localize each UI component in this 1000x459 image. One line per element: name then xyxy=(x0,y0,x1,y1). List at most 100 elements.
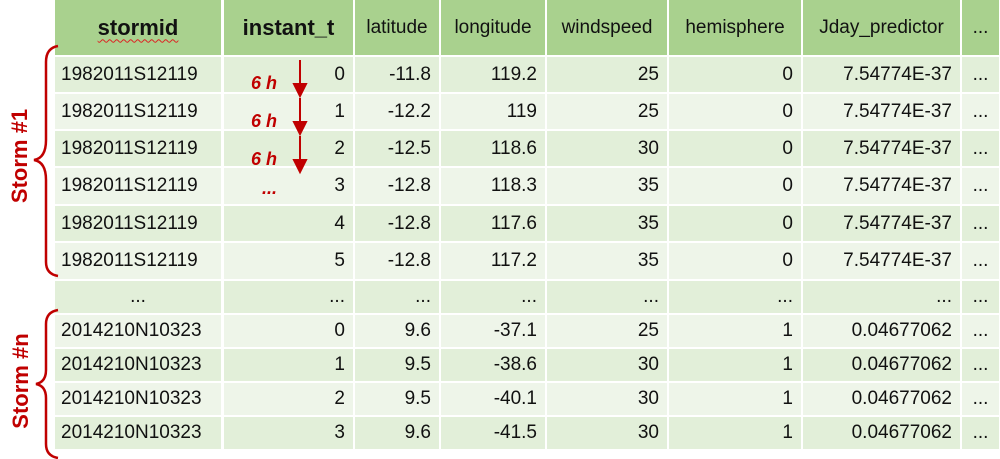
table-cell: 1982011S12119 xyxy=(55,57,221,92)
table-cell: ... xyxy=(962,349,999,381)
table-cell-text: 0 xyxy=(782,250,793,271)
table-cell: 30 xyxy=(547,383,667,415)
table-cell-text: 1 xyxy=(782,320,793,341)
table-cell: 5 xyxy=(224,243,353,279)
table-cell: -12.8 xyxy=(355,168,439,204)
interval-label-ellipsis: ... xyxy=(262,178,278,198)
table-cell-text: ... xyxy=(972,354,989,375)
table-cell: 30 xyxy=(547,349,667,381)
table-cell-text: 25 xyxy=(637,320,659,341)
column-header-6: Jday_predictor xyxy=(803,0,960,55)
table-cell: 4 xyxy=(224,206,353,241)
table-cell: ... xyxy=(962,168,999,204)
table-cell: ... xyxy=(441,281,545,313)
table-cell-text: 2014210N10323 xyxy=(61,388,202,409)
interval-label-3: 6 h xyxy=(251,149,278,169)
table-cell: -37.1 xyxy=(441,315,545,347)
table-cell-text: 7.54774E-37 xyxy=(843,250,952,271)
table-cell-text: ... xyxy=(329,286,345,307)
table-cell-text: 2014210N10323 xyxy=(61,354,202,375)
table-cell: -12.2 xyxy=(355,94,439,129)
table-cell-text: ... xyxy=(972,320,989,341)
table-cell: -12.8 xyxy=(355,243,439,279)
table-cell-text: 0.04677062 xyxy=(851,388,952,409)
table-cell-text: 118.3 xyxy=(490,175,537,196)
table-cell: 2014210N10323 xyxy=(55,349,221,381)
table-cell-text: ... xyxy=(521,286,537,307)
table-cell-text: 1982011S12119 xyxy=(61,250,198,271)
table-cell: -38.6 xyxy=(441,349,545,381)
table-cell-text: ... xyxy=(972,100,989,122)
table-cell-text: 30 xyxy=(637,354,659,375)
table-cell-text: ... xyxy=(972,63,989,85)
table-cell-text: 0 xyxy=(782,137,793,159)
table-cell-text: 7.54774E-37 xyxy=(843,175,952,196)
column-header-5-text: hemisphere xyxy=(685,16,785,38)
table-cell-text: 1 xyxy=(782,388,793,409)
table-cell: ... xyxy=(547,281,667,313)
table-cell-text: 0 xyxy=(334,63,345,85)
table-cell: 0 xyxy=(669,94,801,129)
table-cell-text: ... xyxy=(972,212,989,234)
column-header-2-text: latitude xyxy=(366,16,428,38)
table-cell-text: 25 xyxy=(637,100,659,122)
table-cell: 2014210N10323 xyxy=(55,383,221,415)
table-cell: 3 xyxy=(224,168,353,204)
table-cell: 1 xyxy=(669,417,801,449)
table-cell: ... xyxy=(962,206,999,241)
storm-n-label: Storm #n xyxy=(8,333,33,429)
table-cell: ... xyxy=(355,281,439,313)
table-cell: ... xyxy=(962,315,999,347)
table-cell-text: 35 xyxy=(637,212,659,234)
table-cell: 9.5 xyxy=(355,383,439,415)
table-cell: 2 xyxy=(224,131,353,166)
table-cell-text: -41.5 xyxy=(493,422,537,443)
table-cell-text: ... xyxy=(972,422,989,443)
table-cell-text: -38.6 xyxy=(493,354,537,375)
table-cell-text: 2 xyxy=(334,137,345,159)
table-cell: 2014210N10323 xyxy=(55,315,221,347)
table-cell: 1 xyxy=(224,94,353,129)
table-cell-text: 1 xyxy=(782,422,793,443)
column-header-3: longitude xyxy=(441,0,545,55)
table-cell-text: ... xyxy=(936,286,952,307)
table-cell-text: 1 xyxy=(334,354,345,375)
table-cell: 7.54774E-37 xyxy=(803,168,960,204)
table-cell: 0.04677062 xyxy=(803,349,960,381)
table-cell: 1982011S12119 xyxy=(55,243,221,279)
table-cell: ... xyxy=(224,281,353,313)
table-cell-text: 9.6 xyxy=(404,320,431,341)
column-header-3-text: longitude xyxy=(454,16,532,38)
table-cell-text: 117.2 xyxy=(490,250,537,271)
column-header-1: instant_t xyxy=(224,0,353,55)
column-header-5: hemisphere xyxy=(669,0,801,55)
table-cell: ... xyxy=(962,281,999,313)
table-cell: 1982011S12119 xyxy=(55,94,221,129)
table-cell: 30 xyxy=(547,417,667,449)
interval-label-2: 6 h xyxy=(251,111,278,131)
table-cell-text: 9.5 xyxy=(404,388,431,409)
table-cell: 1982011S12119 xyxy=(55,168,221,204)
table-cell-text: ... xyxy=(643,286,659,307)
table-cell-text: 7.54774E-37 xyxy=(843,63,952,85)
table-cell: 7.54774E-37 xyxy=(803,243,960,279)
table-cell: 35 xyxy=(547,243,667,279)
column-header-1-text: instant_t xyxy=(242,14,335,40)
table-cell: ... xyxy=(803,281,960,313)
table-cell: ... xyxy=(962,57,999,92)
table-cell: 0 xyxy=(669,243,801,279)
storm-1-label: Storm #1 xyxy=(7,108,32,204)
table-cell: 0 xyxy=(224,315,353,347)
table-cell-text: 30 xyxy=(637,422,659,443)
table-cell: 1 xyxy=(669,349,801,381)
table-cell-text: 1 xyxy=(782,354,793,375)
column-header-0-text: stormid xyxy=(97,14,179,40)
table-cell-text: 1982011S12119 xyxy=(61,100,198,122)
table-cell-text: 4 xyxy=(334,212,345,234)
table-cell: ... xyxy=(962,417,999,449)
table-cell: 2 xyxy=(224,383,353,415)
table-cell: 0 xyxy=(669,57,801,92)
table-cell: 1982011S12119 xyxy=(55,206,221,241)
table-cell-text: 118.6 xyxy=(490,137,537,159)
